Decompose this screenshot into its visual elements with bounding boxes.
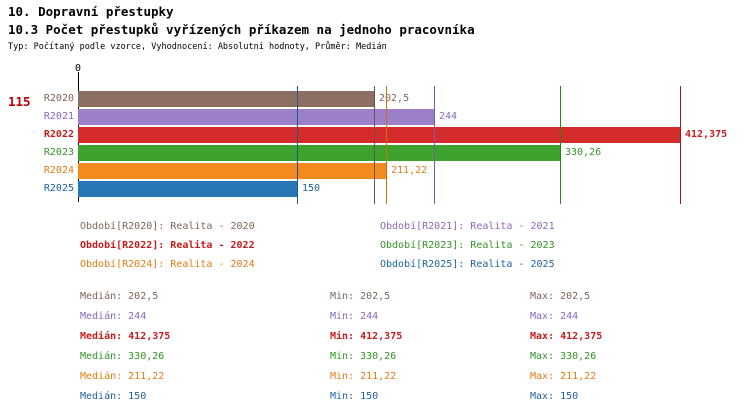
- legend-r2021: Období[R2021]: Realita - 2021: [380, 221, 555, 232]
- stat-max-r2020: Max: 202,5: [530, 291, 591, 302]
- bar-r2022: [78, 127, 680, 143]
- legend-r2025: Období[R2025]: Realita - 2025: [380, 259, 555, 270]
- stat-median-r2025: Medián: 150: [80, 391, 147, 402]
- axis-zero-label: 0: [74, 63, 82, 74]
- bar-r2020: [78, 91, 374, 107]
- category-label-r2020: R2020: [43, 93, 74, 104]
- category-label-r2022: R2022: [43, 129, 74, 140]
- stat-max-r2023: Max: 330,26: [530, 351, 597, 362]
- category-label-r2023: R2023: [43, 147, 74, 158]
- category-label-r2021: R2021: [43, 111, 74, 122]
- median-line-r2020: [374, 86, 375, 204]
- bar-value-r2020: 202,5: [379, 93, 410, 104]
- bar-r2025: [78, 181, 297, 197]
- median-line-r2022: [680, 86, 681, 204]
- median-line-r2023: [560, 86, 561, 204]
- median-line-r2021: [434, 86, 435, 204]
- bar-r2023: [78, 145, 560, 161]
- stat-max-r2021: Max: 244: [530, 311, 579, 322]
- legend-r2023: Období[R2023]: Realita - 2023: [380, 240, 555, 251]
- stat-min-r2025: Min: 150: [330, 391, 379, 402]
- indicator-meta-line: Typ: Počítaný podle vzorce, Vyhodnocení:…: [8, 42, 387, 52]
- legend-r2024: Období[R2024]: Realita - 2024: [80, 259, 255, 270]
- stat-min-r2024: Min: 211,22: [330, 371, 397, 382]
- category-label-r2025: R2025: [43, 183, 74, 194]
- bar-value-r2024: 211,22: [391, 165, 428, 176]
- stat-min-r2023: Min: 330,26: [330, 351, 397, 362]
- bar-value-r2025: 150: [302, 183, 321, 194]
- stat-median-r2023: Medián: 330,26: [80, 351, 165, 362]
- stat-max-r2025: Max: 150: [530, 391, 579, 402]
- indicator-title: 10.3 Počet přestupků vyřízených příkazem…: [8, 22, 475, 37]
- report-title: 10. Dopravní přestupky: [8, 4, 174, 19]
- stat-median-r2022: Medián: 412,375: [80, 331, 171, 342]
- left-row-marker: 115: [8, 94, 31, 109]
- median-line-r2025: [297, 86, 298, 204]
- legend-r2020: Období[R2020]: Realita - 2020: [80, 221, 255, 232]
- stat-median-r2020: Medián: 202,5: [80, 291, 159, 302]
- bar-r2024: [78, 163, 386, 179]
- bar-value-r2023: 330,26: [565, 147, 602, 158]
- bar-r2021: [78, 109, 434, 125]
- stat-max-r2024: Max: 211,22: [530, 371, 597, 382]
- stat-max-r2022: Max: 412,375: [530, 331, 603, 342]
- median-line-r2024: [386, 86, 387, 204]
- stat-median-r2024: Medián: 211,22: [80, 371, 165, 382]
- bar-value-r2022: 412,375: [685, 129, 728, 140]
- bar-value-r2021: 244: [439, 111, 458, 122]
- legend-r2022: Období[R2022]: Realita - 2022: [80, 240, 255, 251]
- stat-median-r2021: Medián: 244: [80, 311, 147, 322]
- stat-min-r2021: Min: 244: [330, 311, 379, 322]
- stat-min-r2022: Min: 412,375: [330, 331, 403, 342]
- category-label-r2024: R2024: [43, 165, 74, 176]
- stat-min-r2020: Min: 202,5: [330, 291, 391, 302]
